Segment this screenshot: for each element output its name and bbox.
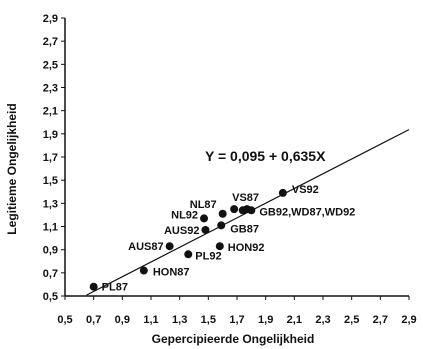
y-tick-label: 1,5 bbox=[43, 175, 58, 187]
y-ticks: 0,5 0,7 0,9 1,1 1,3 1,5 1,7 1,9 2,1 2,3 2,5 2,7 2,9 bbox=[43, 13, 65, 303]
data-point-vs92 bbox=[278, 188, 287, 197]
y-tick-label: 1,3 bbox=[43, 198, 58, 210]
point-label-hon92: HON92 bbox=[228, 242, 265, 254]
x-ticks: 0,5 0,7 0,9 1,1 1,3 1,5 1,7 1,9 2,1 2,3 2,5 2,7 2,9 bbox=[57, 296, 417, 326]
x-tick-label: 2,9 bbox=[401, 314, 416, 326]
y-tick-label: 2,9 bbox=[43, 13, 58, 25]
data-point-aus92 bbox=[201, 225, 210, 234]
point-label-gb87: GB87 bbox=[230, 223, 259, 235]
x-tick-label: 2,7 bbox=[373, 314, 388, 326]
y-tick-label: 0,9 bbox=[43, 245, 58, 257]
x-tick-label: 1,3 bbox=[172, 314, 187, 326]
point-label-pl87: PL87 bbox=[102, 282, 128, 294]
data-point-pl92 bbox=[184, 250, 193, 259]
point-label-nl87: NL87 bbox=[190, 199, 217, 211]
x-tick-label: 1,1 bbox=[143, 314, 158, 326]
x-tick-label: 1,7 bbox=[229, 314, 244, 326]
data-point-hon92 bbox=[215, 242, 224, 251]
x-axis-label: Gepercipieerde Ongelijkheid bbox=[152, 332, 315, 346]
point-label-gb92-wd87-wd92: GB92,WD87,WD92 bbox=[259, 206, 355, 218]
x-tick-label: 0,7 bbox=[86, 314, 101, 326]
point-label-pl92: PL92 bbox=[195, 250, 221, 262]
x-tick-label: 1,9 bbox=[258, 314, 273, 326]
regression-equation: Y = 0,095 + 0,635X bbox=[205, 148, 326, 164]
x-tick-label: 0,5 bbox=[57, 314, 72, 326]
point-label-hon87: HON87 bbox=[153, 267, 190, 279]
point-label-aus87: AUS87 bbox=[128, 241, 163, 253]
y-tick-label: 2,7 bbox=[43, 36, 58, 48]
data-points bbox=[89, 188, 287, 291]
y-tick-label: 1,1 bbox=[43, 222, 58, 234]
y-tick-label: 2,1 bbox=[43, 106, 58, 118]
x-tick-label: 2,1 bbox=[287, 314, 302, 326]
data-point-gb87 bbox=[217, 221, 226, 230]
y-tick-label: 0,7 bbox=[43, 268, 58, 280]
y-tick-label: 0,5 bbox=[43, 291, 58, 303]
y-tick-label: 1,7 bbox=[43, 152, 58, 164]
x-tick-label: 1,5 bbox=[201, 314, 216, 326]
point-label-nl92: NL92 bbox=[171, 209, 198, 221]
point-labels: PL87 HON87 AUS87 PL92 AUS92 NL92 HON92 NL87 GB87… bbox=[102, 184, 356, 294]
y-tick-label: 1,9 bbox=[43, 129, 58, 141]
point-label-aus92: AUS92 bbox=[164, 225, 199, 237]
data-point-aus87 bbox=[165, 242, 174, 251]
x-tick-label: 0,9 bbox=[115, 314, 130, 326]
point-label-vs87: VS87 bbox=[232, 192, 259, 204]
data-point-hon87 bbox=[139, 266, 148, 275]
data-point-nl87 bbox=[218, 209, 227, 218]
y-tick-label: 2,5 bbox=[43, 59, 58, 71]
data-point-wd92 bbox=[247, 206, 256, 215]
x-tick-label: 2,5 bbox=[344, 314, 359, 326]
data-point-pl87 bbox=[89, 282, 98, 291]
data-point-nl92 bbox=[200, 214, 209, 223]
x-tick-label: 2,3 bbox=[315, 314, 330, 326]
y-axis-label: Legitieme Ongelijkheid bbox=[5, 103, 19, 234]
point-label-vs92: VS92 bbox=[292, 184, 319, 196]
data-point-vs87 bbox=[230, 205, 239, 214]
y-tick-label: 2,3 bbox=[43, 83, 58, 95]
